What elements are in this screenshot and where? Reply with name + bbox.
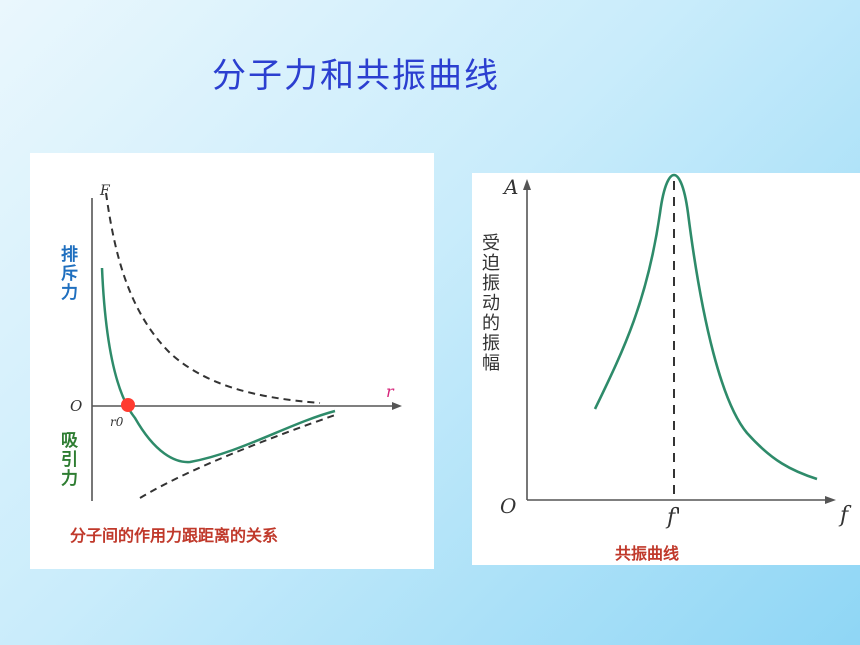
attractive-label: 吸引力 (57, 431, 77, 488)
resonance-curve (593, 173, 818, 481)
peak-frequency-label: f' (667, 505, 682, 530)
right-caption: 共振曲线 (615, 544, 680, 563)
attractive-force-curve (139, 414, 336, 499)
repulsive-force-curve (105, 192, 321, 404)
slide-title: 分子力和共振曲线 (212, 56, 500, 96)
y-axis-label: A (504, 175, 519, 199)
x-axis-label: r (386, 382, 394, 401)
origin-label: O (70, 397, 83, 415)
force-curve-plot (91, 192, 402, 501)
y-axis-arrow (523, 179, 531, 190)
equilibrium-point (121, 398, 135, 412)
origin-label: O (500, 494, 517, 518)
x-axis-arrow (825, 496, 836, 504)
y-axis-label: F (100, 183, 110, 199)
y-axis-title: 受迫振动的振幅 (479, 233, 500, 373)
repulsive-label: 排斥力 (57, 245, 77, 302)
resonance-curve-plot (523, 173, 836, 504)
intermolecular-force-diagram: F r O r0 排斥力 吸引力 分子间的作用力跟距离的关系 (30, 153, 434, 569)
x-axis-label: f (840, 503, 849, 528)
x-axis-arrow (392, 402, 402, 410)
resultant-force-curve (100, 267, 336, 464)
left-caption: 分子间的作用力跟距离的关系 (70, 526, 279, 545)
r0-label: r0 (110, 415, 124, 429)
resonance-diagram: A O f f' 受迫振动的振幅 共振曲线 (472, 173, 860, 565)
